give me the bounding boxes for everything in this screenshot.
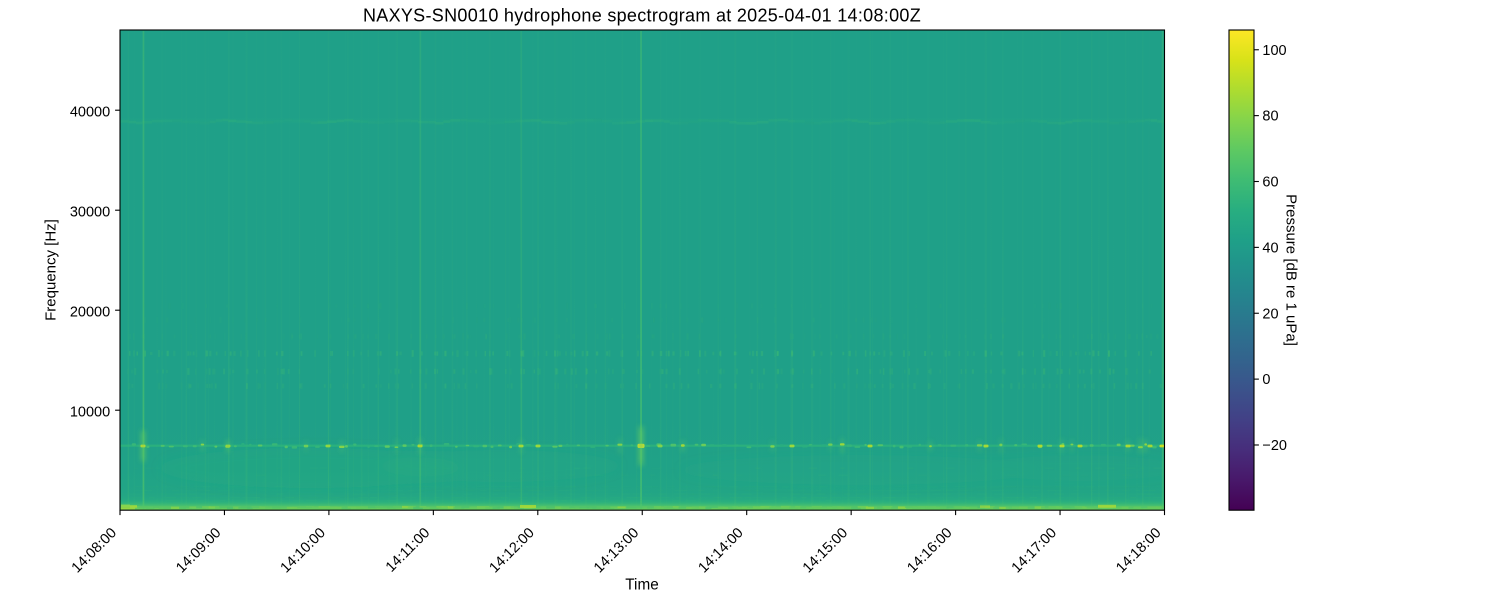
- svg-text:14:10:00: 14:10:00: [278, 525, 329, 576]
- svg-text:40: 40: [1262, 240, 1278, 256]
- svg-text:14:13:00: 14:13:00: [591, 525, 642, 576]
- svg-text:100: 100: [1262, 43, 1286, 59]
- svg-text:Time: Time: [625, 577, 658, 594]
- svg-text:14:17:00: 14:17:00: [1009, 525, 1060, 576]
- svg-text:20000: 20000: [70, 304, 110, 320]
- svg-text:80: 80: [1262, 109, 1278, 125]
- svg-text:14:12:00: 14:12:00: [487, 525, 538, 576]
- svg-text:14:08:00: 14:08:00: [69, 525, 120, 576]
- svg-text:60: 60: [1262, 175, 1278, 191]
- svg-text:40000: 40000: [70, 104, 110, 120]
- svg-text:0: 0: [1262, 372, 1270, 388]
- svg-text:14:11:00: 14:11:00: [383, 525, 433, 575]
- svg-text:20: 20: [1262, 306, 1278, 322]
- svg-text:10000: 10000: [70, 404, 110, 420]
- svg-text:14:18:00: 14:18:00: [1113, 525, 1164, 576]
- svg-text:14:16:00: 14:16:00: [904, 525, 955, 576]
- svg-text:14:15:00: 14:15:00: [800, 525, 851, 576]
- svg-text:30000: 30000: [70, 204, 110, 220]
- svg-text:Frequency [Hz]: Frequency [Hz]: [43, 219, 60, 321]
- svg-text:14:14:00: 14:14:00: [695, 525, 746, 576]
- svg-text:Pressure [dB re 1 uPa]: Pressure [dB re 1 uPa]: [1283, 194, 1300, 346]
- svg-text:−20: −20: [1262, 438, 1287, 454]
- svg-text:14:09:00: 14:09:00: [173, 525, 224, 576]
- svg-text:NAXYS-SN0010 hydrophone spectr: NAXYS-SN0010 hydrophone spectrogram at 2…: [363, 6, 921, 26]
